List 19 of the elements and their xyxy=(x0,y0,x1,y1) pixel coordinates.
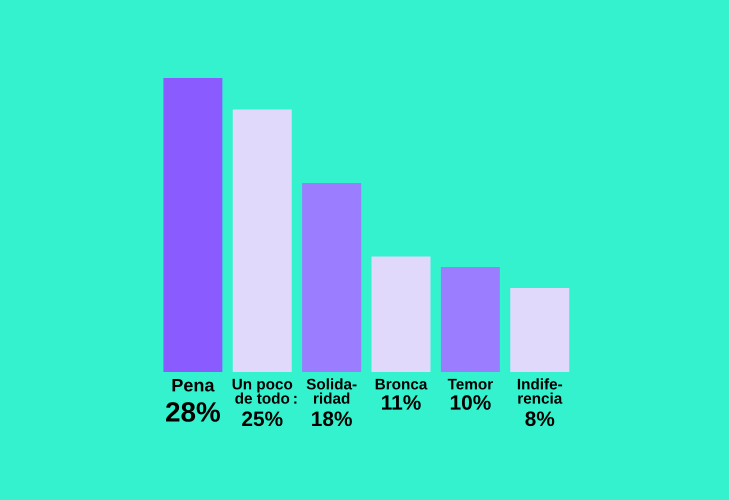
data-label: 11% xyxy=(382,395,421,410)
data-label: 18% xyxy=(312,411,352,426)
x-tick-label: Un poco de todo xyxy=(232,378,292,404)
data-label: 10% xyxy=(450,395,491,410)
bar xyxy=(440,267,500,372)
x-tick-label: Indife- rencia xyxy=(518,378,562,404)
data-label: 25% xyxy=(242,411,283,426)
bar xyxy=(163,78,222,372)
text: : xyxy=(294,396,296,404)
bar xyxy=(302,183,362,372)
x-tick-label: Pena xyxy=(172,378,215,392)
bar xyxy=(232,110,292,372)
x-tick-label: Temor xyxy=(448,378,493,390)
bar xyxy=(510,288,570,372)
data-label: 28% xyxy=(166,402,220,422)
x-tick-label: Bronca xyxy=(376,378,428,390)
data-label: 8% xyxy=(525,411,554,426)
bar xyxy=(372,256,430,372)
x-tick-label: Solida- ridad xyxy=(306,378,356,404)
